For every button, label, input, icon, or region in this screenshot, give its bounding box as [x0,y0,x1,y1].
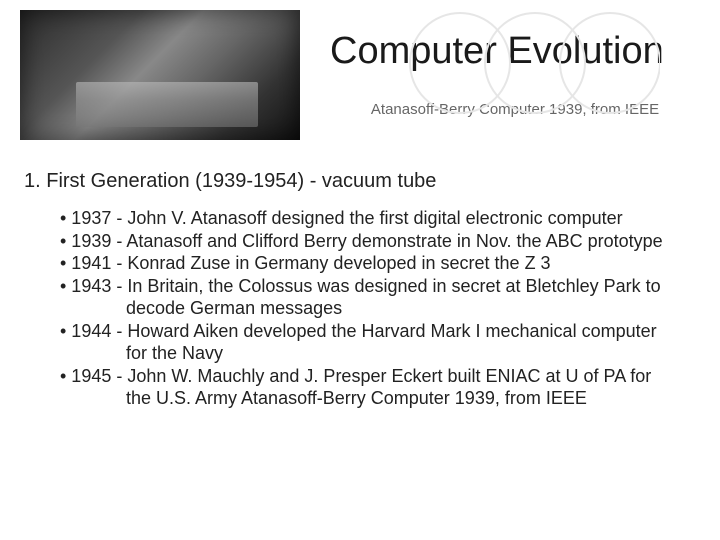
bullet-item: • 1941 - Konrad Zuse in Germany develope… [60,252,680,275]
bullet-item: • 1937 - John V. Atanasoff designed the … [60,207,680,230]
bullet-item: • 1945 - John W. Mauchly and J. Presper … [60,365,680,410]
bullet-item: • 1939 - Atanasoff and Clifford Berry de… [60,230,680,253]
title-block: Computer Evolution Atanasoff-Berry Compu… [300,10,700,118]
section-heading: 1. First Generation (1939-1954) - vacuum… [0,140,720,207]
header-row: Computer Evolution Atanasoff-Berry Compu… [0,0,720,140]
slide-title: Computer Evolution [330,30,700,73]
abc-computer-photo [20,10,300,140]
bullet-item: • 1944 - Howard Aiken developed the Harv… [60,320,680,365]
bullet-item: • 1943 - In Britain, the Colossus was de… [60,275,680,320]
slide-subtitle: Atanasoff-Berry Computer 1939, from IEEE [330,101,700,118]
bullet-list: • 1937 - John V. Atanasoff designed the … [0,207,720,410]
